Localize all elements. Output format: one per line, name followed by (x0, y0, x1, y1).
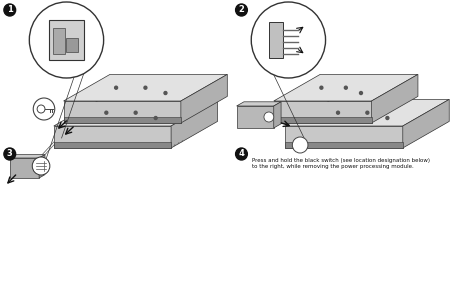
Circle shape (33, 98, 55, 120)
Polygon shape (372, 74, 418, 123)
Circle shape (4, 4, 16, 16)
Polygon shape (274, 74, 418, 101)
Polygon shape (54, 126, 171, 148)
Circle shape (32, 157, 50, 175)
Polygon shape (64, 74, 228, 101)
Circle shape (105, 111, 108, 114)
Polygon shape (10, 158, 39, 178)
Polygon shape (54, 142, 171, 148)
Circle shape (345, 86, 347, 89)
Circle shape (4, 148, 16, 160)
Polygon shape (285, 142, 403, 148)
Circle shape (264, 112, 274, 122)
Circle shape (251, 2, 326, 78)
FancyBboxPatch shape (269, 22, 283, 58)
Circle shape (154, 117, 157, 120)
Polygon shape (171, 99, 218, 148)
Circle shape (29, 2, 104, 78)
Polygon shape (64, 117, 181, 123)
Circle shape (320, 86, 323, 89)
Polygon shape (403, 99, 449, 148)
Polygon shape (54, 99, 218, 126)
Text: 3: 3 (7, 149, 13, 158)
Polygon shape (237, 102, 281, 106)
Polygon shape (181, 74, 228, 123)
Circle shape (386, 117, 389, 120)
FancyBboxPatch shape (53, 28, 64, 54)
Polygon shape (64, 101, 181, 123)
Circle shape (337, 111, 339, 114)
Polygon shape (274, 117, 372, 123)
Circle shape (236, 4, 247, 16)
Polygon shape (274, 102, 281, 128)
Circle shape (144, 86, 147, 89)
Polygon shape (237, 106, 274, 128)
Polygon shape (39, 155, 45, 178)
Text: to the right, while removing the power processing module.: to the right, while removing the power p… (252, 164, 414, 169)
Polygon shape (274, 101, 372, 123)
FancyBboxPatch shape (66, 38, 78, 52)
Circle shape (359, 92, 363, 94)
Circle shape (366, 111, 369, 114)
Circle shape (115, 86, 118, 89)
Polygon shape (285, 99, 449, 126)
Circle shape (164, 92, 167, 94)
Text: 1: 1 (7, 5, 13, 14)
Text: Press and hold the black switch (see location designation below): Press and hold the black switch (see loc… (252, 158, 430, 163)
Text: 4: 4 (238, 149, 245, 158)
Text: 2: 2 (238, 5, 245, 14)
Circle shape (292, 137, 308, 153)
Polygon shape (10, 155, 45, 158)
Circle shape (236, 148, 247, 160)
Circle shape (134, 111, 137, 114)
FancyBboxPatch shape (49, 20, 84, 60)
Polygon shape (285, 126, 403, 148)
